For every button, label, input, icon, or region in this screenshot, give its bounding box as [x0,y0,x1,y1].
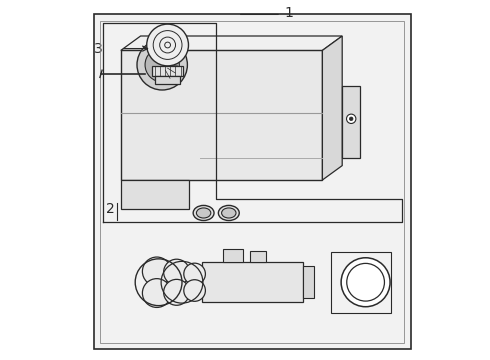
Bar [202,262,303,302]
Circle shape [349,117,353,121]
Polygon shape [322,36,342,180]
Ellipse shape [193,206,214,221]
Bar [331,252,391,313]
Circle shape [341,258,390,307]
Bar [342,86,360,158]
Circle shape [164,259,190,285]
Polygon shape [121,36,342,50]
Bar [94,14,411,349]
Circle shape [346,114,356,123]
Text: 1: 1 [285,6,294,19]
Circle shape [347,264,385,301]
Bar [155,76,180,84]
Text: 2: 2 [106,202,115,216]
Bar [121,180,189,209]
Ellipse shape [196,208,211,218]
FancyBboxPatch shape [121,50,322,180]
Bar [100,21,404,343]
Circle shape [143,279,171,307]
Ellipse shape [219,206,239,221]
Bar [303,266,314,298]
Circle shape [164,279,190,305]
Ellipse shape [221,208,236,218]
Bar [223,249,243,262]
Circle shape [184,263,205,285]
Circle shape [145,48,179,82]
Bar [152,66,183,76]
Circle shape [184,280,205,301]
Circle shape [137,40,187,90]
Text: 3: 3 [94,42,103,55]
Bar [250,252,266,262]
Bar [94,14,411,349]
Circle shape [147,24,189,66]
Circle shape [143,257,171,286]
